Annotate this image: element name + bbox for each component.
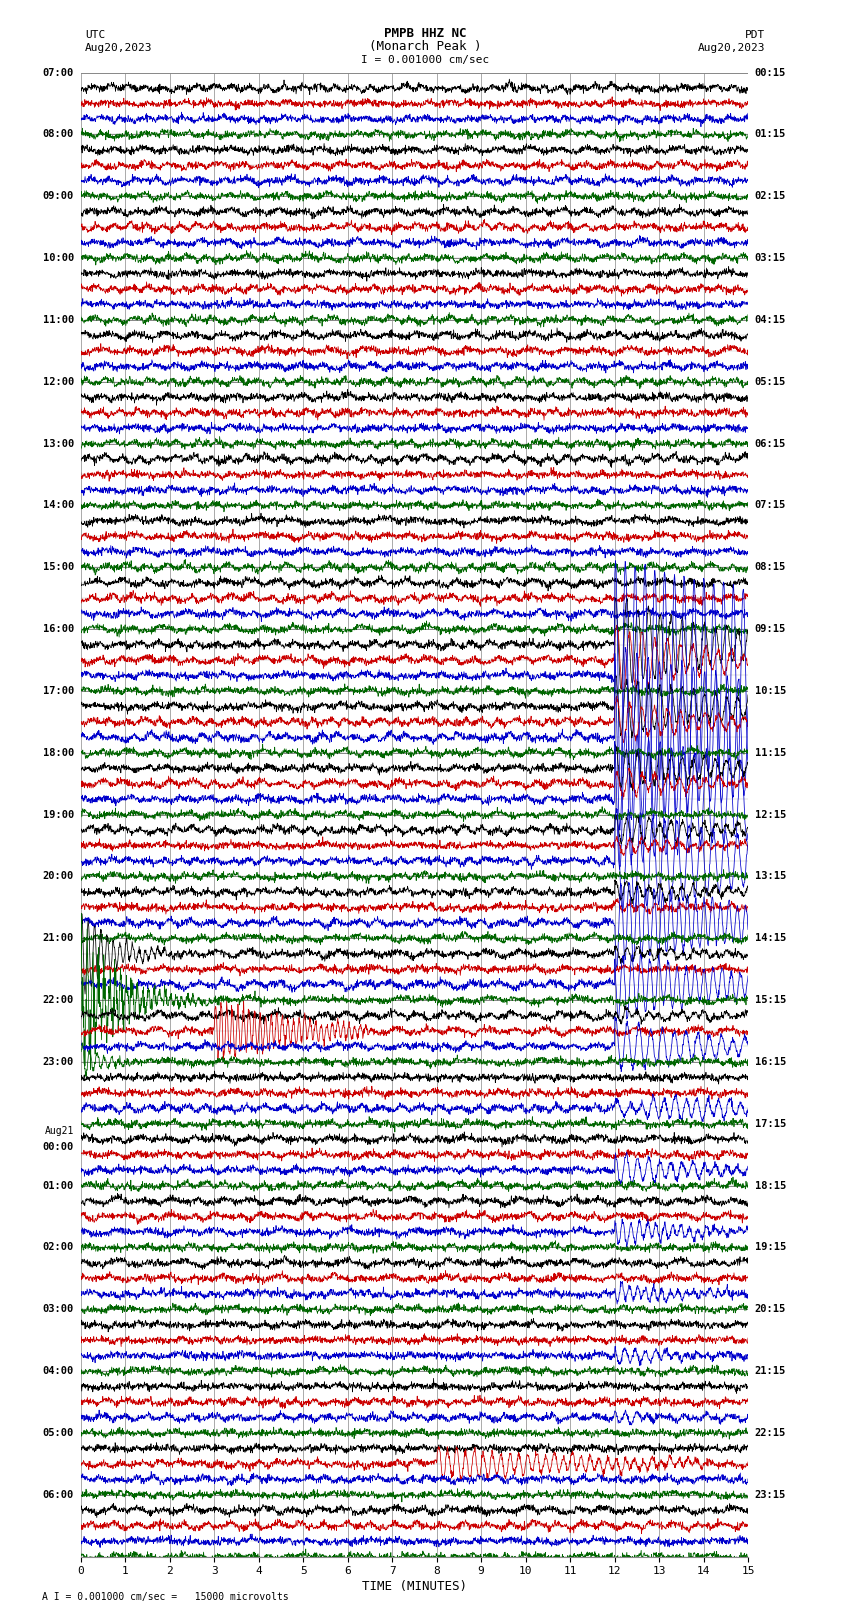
Text: A I = 0.001000 cm/sec =   15000 microvolts: A I = 0.001000 cm/sec = 15000 microvolts [42,1592,289,1602]
Text: 13:15: 13:15 [755,871,786,881]
Text: 22:15: 22:15 [755,1428,786,1437]
Text: 01:00: 01:00 [42,1181,74,1190]
Text: 21:00: 21:00 [42,934,74,944]
X-axis label: TIME (MINUTES): TIME (MINUTES) [362,1581,467,1594]
Text: 10:00: 10:00 [42,253,74,263]
Text: 18:00: 18:00 [42,748,74,758]
Text: 06:15: 06:15 [755,439,786,448]
Text: 08:00: 08:00 [42,129,74,139]
Text: 11:15: 11:15 [755,748,786,758]
Text: 23:00: 23:00 [42,1057,74,1066]
Text: 22:00: 22:00 [42,995,74,1005]
Text: 12:00: 12:00 [42,377,74,387]
Text: 00:15: 00:15 [755,68,786,77]
Text: 11:00: 11:00 [42,315,74,324]
Text: 06:00: 06:00 [42,1490,74,1500]
Text: 00:00: 00:00 [42,1142,74,1152]
Text: 05:15: 05:15 [755,377,786,387]
Text: 07:00: 07:00 [42,68,74,77]
Text: 03:15: 03:15 [755,253,786,263]
Text: 13:00: 13:00 [42,439,74,448]
Text: 23:15: 23:15 [755,1490,786,1500]
Text: 15:00: 15:00 [42,563,74,573]
Text: 07:15: 07:15 [755,500,786,510]
Text: 02:00: 02:00 [42,1242,74,1252]
Text: Aug20,2023: Aug20,2023 [85,44,152,53]
Text: 04:00: 04:00 [42,1366,74,1376]
Text: 10:15: 10:15 [755,686,786,695]
Text: 05:00: 05:00 [42,1428,74,1437]
Text: 19:00: 19:00 [42,810,74,819]
Text: 03:00: 03:00 [42,1305,74,1315]
Text: 14:15: 14:15 [755,934,786,944]
Text: 17:15: 17:15 [755,1119,786,1129]
Text: 18:15: 18:15 [755,1181,786,1190]
Text: 20:15: 20:15 [755,1305,786,1315]
Text: 08:15: 08:15 [755,563,786,573]
Text: PMPB HHZ NC: PMPB HHZ NC [383,27,467,40]
Text: 15:15: 15:15 [755,995,786,1005]
Text: 09:00: 09:00 [42,192,74,202]
Text: 02:15: 02:15 [755,192,786,202]
Text: 17:00: 17:00 [42,686,74,695]
Text: Aug21: Aug21 [45,1126,74,1137]
Text: UTC: UTC [85,31,105,40]
Text: PDT: PDT [745,31,765,40]
Text: I = 0.001000 cm/sec: I = 0.001000 cm/sec [361,55,489,65]
Text: 09:15: 09:15 [755,624,786,634]
Text: 20:00: 20:00 [42,871,74,881]
Text: 21:15: 21:15 [755,1366,786,1376]
Text: 16:00: 16:00 [42,624,74,634]
Text: 16:15: 16:15 [755,1057,786,1066]
Text: (Monarch Peak ): (Monarch Peak ) [369,40,481,53]
Text: 14:00: 14:00 [42,500,74,510]
Text: 04:15: 04:15 [755,315,786,324]
Text: Aug20,2023: Aug20,2023 [698,44,765,53]
Text: 01:15: 01:15 [755,129,786,139]
Text: 19:15: 19:15 [755,1242,786,1252]
Text: 12:15: 12:15 [755,810,786,819]
